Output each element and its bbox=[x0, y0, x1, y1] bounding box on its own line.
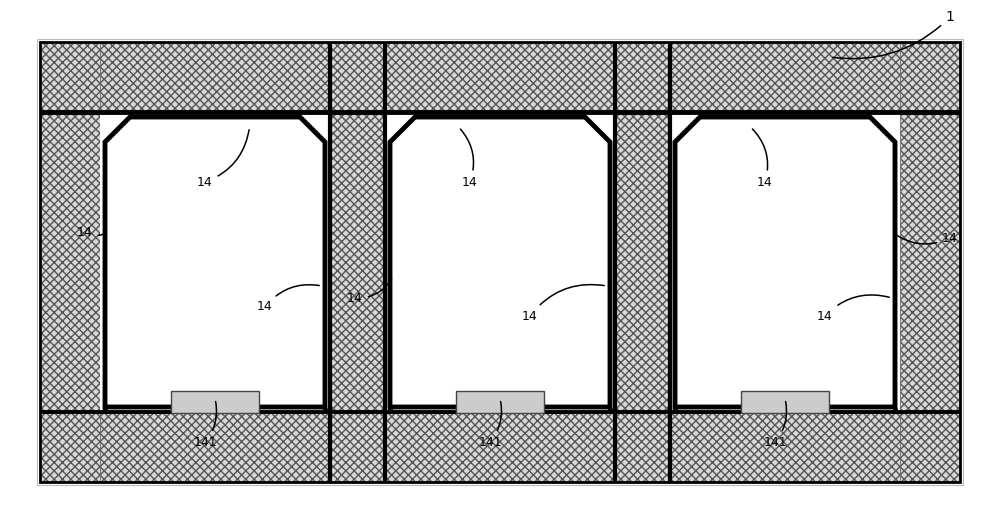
Bar bbox=[456, 391, 544, 413]
Bar bbox=[330, 42, 385, 482]
Bar bbox=[100, 112, 330, 412]
Bar bbox=[670, 112, 900, 412]
Text: 1: 1 bbox=[833, 10, 954, 59]
Bar bbox=[100, 112, 900, 412]
Bar bbox=[40, 412, 960, 482]
Bar bbox=[40, 42, 100, 482]
Bar bbox=[900, 42, 960, 482]
Text: 14: 14 bbox=[522, 285, 604, 322]
Text: 14: 14 bbox=[460, 129, 478, 188]
Bar bbox=[615, 42, 670, 482]
PathPatch shape bbox=[390, 117, 610, 407]
PathPatch shape bbox=[105, 117, 325, 407]
Text: 14: 14 bbox=[752, 129, 773, 188]
Text: 141: 141 bbox=[193, 402, 217, 448]
Text: 14: 14 bbox=[347, 279, 392, 304]
Bar bbox=[171, 391, 259, 413]
Text: 14: 14 bbox=[197, 130, 249, 188]
Text: 14: 14 bbox=[257, 285, 319, 313]
Text: 141: 141 bbox=[763, 402, 787, 448]
Bar bbox=[385, 112, 615, 412]
Bar bbox=[40, 42, 960, 112]
Bar bbox=[741, 391, 829, 413]
Text: 14: 14 bbox=[894, 231, 958, 245]
PathPatch shape bbox=[675, 117, 895, 407]
Text: 14: 14 bbox=[77, 226, 106, 238]
Text: 14: 14 bbox=[817, 295, 889, 322]
Bar bbox=[40, 42, 960, 482]
Bar bbox=[37, 39, 963, 485]
Text: 141: 141 bbox=[478, 402, 502, 448]
